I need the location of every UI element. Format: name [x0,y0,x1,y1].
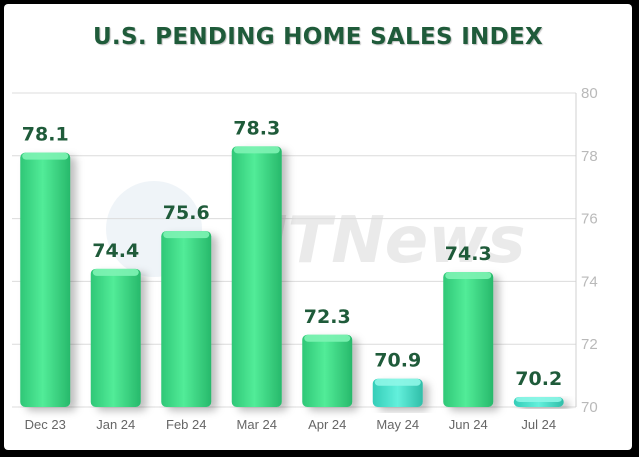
bar-body [161,231,212,407]
bar [90,268,141,407]
category-labels: Dec 23 Jan 24 Feb 24 Mar 24 Apr 24 May 24 Jun … [25,417,556,432]
chart-title: U.S. PENDING HOME SALES INDEX [92,24,544,50]
y-tick-label: 80 [581,85,598,102]
watermark-text: HTNews [234,204,525,278]
bar-top [374,378,421,386]
bar [231,146,282,407]
value-label: 75.6 [163,202,210,224]
value-label: 78.3 [233,117,280,139]
bar-body [302,334,353,407]
bar-body [90,268,141,407]
category-label: Dec 23 [25,417,66,432]
chart-frame: U.S. PENDING HOME SALES INDEX HTNews 78.… [4,4,632,450]
y-tick-label: 78 [581,148,598,165]
value-label: 74.4 [92,240,139,262]
category-label: Jul 24 [521,417,556,432]
category-label: Jun 24 [449,417,488,432]
bar-top [163,231,210,239]
bar [161,231,212,407]
bar [372,378,423,407]
y-tick-label: 74 [581,273,598,290]
bar-body [20,152,71,407]
bar-body [372,378,423,407]
value-label: 74.3 [445,243,492,265]
bar [443,271,494,407]
bar-top [304,334,351,342]
bar [20,152,71,407]
bar-body [231,146,282,407]
y-axis-ticks: 70 72 74 76 78 80 [581,85,598,416]
y-tick-label: 72 [581,336,598,353]
bar-top [445,271,492,279]
category-label: Apr 24 [308,417,346,432]
bar-chart: HTNews 78.174.475.678.372.370.974.370.2 … [12,85,598,432]
value-labels: 78.1 74.4 75.6 78.3 72.3 70.9 74.3 70.2 [22,117,562,390]
y-tick-label: 76 [581,211,598,228]
bar-body [443,271,494,407]
bar-top [92,268,139,276]
y-tick-label: 70 [581,399,598,416]
bar-top [233,146,280,154]
value-label: 72.3 [304,306,351,328]
bar [302,334,353,407]
value-label: 78.1 [22,124,69,146]
category-label: May 24 [376,417,419,432]
bars [20,146,564,407]
value-label: 70.9 [374,350,421,372]
value-label: 70.2 [515,368,562,390]
category-label: Feb 24 [166,417,206,432]
category-label: Jan 24 [96,417,135,432]
bar-top [515,397,562,402]
bar [513,397,564,407]
bar-top [22,152,69,160]
category-label: Mar 24 [237,417,277,432]
